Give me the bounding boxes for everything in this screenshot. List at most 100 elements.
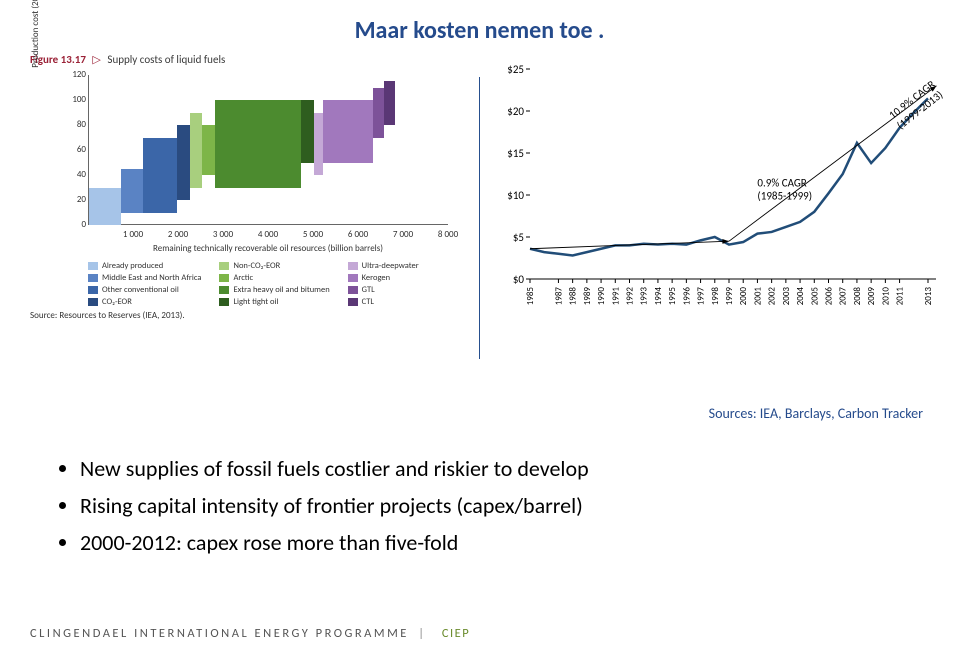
- supply-cost-bar: [373, 88, 384, 138]
- legend-swatch: [88, 298, 98, 306]
- right-chart-axes: $0$5$10$15$20$25198519871988198919901991…: [502, 69, 942, 279]
- left-chart-axes: [88, 75, 448, 225]
- legend-column: Ultra-deepwater Kerogen GTL CTL: [348, 261, 419, 307]
- svg-text:1990: 1990: [597, 287, 608, 306]
- svg-text:1991: 1991: [611, 287, 622, 306]
- svg-text:2003: 2003: [781, 287, 792, 306]
- supply-cost-bar: [121, 169, 144, 213]
- legend-label: Light tight oil: [233, 297, 278, 307]
- svg-text:1993: 1993: [639, 287, 650, 306]
- legend-label: CTL: [362, 297, 374, 307]
- bullet-item: Rising capital intensity of frontier pro…: [80, 489, 929, 522]
- svg-text:1992: 1992: [625, 287, 636, 306]
- left-ytick: 20: [66, 194, 86, 205]
- left-chart-panel: Figure 13.17 ▷ Supply costs of liquid fu…: [30, 49, 467, 379]
- bullet-item: New supplies of fossil fuels costlier an…: [80, 452, 929, 485]
- figure-title: Supply costs of liquid fuels: [107, 53, 225, 66]
- svg-text:2008: 2008: [852, 287, 863, 306]
- legend-swatch: [348, 274, 358, 282]
- legend-item: GTL: [348, 285, 419, 295]
- footer-separator: |: [418, 626, 426, 641]
- right-chart-svg: $0$5$10$15$20$25198519871988198919901991…: [502, 69, 942, 329]
- svg-text:2010: 2010: [881, 287, 892, 306]
- bullet-item: 2000-2012: capex rose more than five-fol…: [80, 526, 929, 559]
- footer-short: CIEP: [442, 626, 470, 641]
- legend-label: Non-CO₂-EOR: [233, 261, 280, 271]
- svg-text:$20: $20: [508, 105, 525, 118]
- figure-caption: Figure 13.17 ▷ Supply costs of liquid fu…: [30, 53, 467, 66]
- supply-cost-bar: [202, 125, 216, 175]
- slide-title: Maar kosten nemen toe .: [30, 16, 929, 45]
- left-ytick: 40: [66, 169, 86, 180]
- svg-text:(1985-1999): (1985-1999): [758, 190, 813, 203]
- svg-text:0.9% CAGR: 0.9% CAGR: [758, 177, 807, 190]
- left-xtick: 3 000: [205, 229, 241, 240]
- charts-row: Figure 13.17 ▷ Supply costs of liquid fu…: [30, 49, 929, 379]
- svg-text:2001: 2001: [753, 287, 764, 306]
- left-ytick: 0: [66, 219, 86, 230]
- left-source-note: Source: Resources to Reserves (IEA, 2013…: [30, 310, 185, 321]
- legend-item: Middle East and North Africa: [88, 273, 201, 283]
- svg-text:1994: 1994: [653, 287, 664, 306]
- legend-swatch: [348, 298, 358, 306]
- legend-label: Arctic: [233, 273, 253, 283]
- legend-item: Other conventional oil: [88, 285, 201, 295]
- legend-item: Already produced: [88, 261, 201, 271]
- supply-cost-bar: [177, 125, 191, 200]
- legend-swatch: [219, 274, 229, 282]
- svg-text:$5: $5: [513, 231, 524, 244]
- supply-cost-bar: [190, 113, 201, 188]
- svg-text:2005: 2005: [810, 287, 821, 306]
- legend-column: Already produced Middle East and North Af…: [88, 261, 201, 307]
- svg-text:1995: 1995: [668, 287, 679, 306]
- legend-swatch: [88, 262, 98, 270]
- legend-column: Non-CO₂-EOR Arctic Extra heavy oil and bit…: [219, 261, 329, 307]
- supply-cost-bar: [314, 113, 323, 176]
- legend-item: Non-CO₂-EOR: [219, 261, 329, 271]
- left-ytick: 120: [66, 69, 86, 80]
- legend-item: Extra heavy oil and bitumen: [219, 285, 329, 295]
- supply-cost-bar: [301, 100, 315, 163]
- vertical-divider: [479, 77, 481, 359]
- legend-label: Already produced: [102, 261, 163, 271]
- legend-swatch: [88, 274, 98, 282]
- legend-swatch: [348, 286, 358, 294]
- legend-item: CTL: [348, 297, 419, 307]
- supply-cost-bar: [89, 188, 121, 226]
- legend-label: Extra heavy oil and bitumen: [233, 285, 329, 295]
- left-xtick: 4 000: [250, 229, 286, 240]
- left-xlabel: Remaining technically recoverable oil re…: [88, 243, 448, 254]
- svg-text:$0: $0: [513, 273, 525, 286]
- svg-text:1987: 1987: [554, 287, 565, 306]
- slide-root: Maar kosten nemen toe . Figure 13.17 ▷ S…: [0, 0, 959, 659]
- footer: CLINGENDAEL INTERNATIONAL ENERGY PROGRAM…: [30, 626, 470, 641]
- legend-label: CO₂-EOR: [102, 297, 132, 307]
- left-xtick: 6 000: [340, 229, 376, 240]
- left-ytick: 80: [66, 119, 86, 130]
- supply-cost-bar: [143, 138, 177, 213]
- legend-item: Ultra-deepwater: [348, 261, 419, 271]
- left-ytick: 100: [66, 94, 86, 105]
- legend-item: Kerogen: [348, 273, 419, 283]
- legend-label: Middle East and North Africa: [102, 273, 201, 283]
- legend-item: Light tight oil: [219, 297, 329, 307]
- sources-line: Sources: IEA, Barclays, Carbon Tracker: [30, 405, 929, 422]
- svg-text:2009: 2009: [867, 287, 878, 306]
- svg-text:1999: 1999: [724, 287, 735, 306]
- legend-swatch: [219, 298, 229, 306]
- supply-cost-bar: [323, 100, 373, 163]
- footer-org: CLINGENDAEL INTERNATIONAL ENERGY PROGRAM…: [30, 626, 409, 641]
- legend-label: GTL: [362, 285, 375, 295]
- svg-text:1988: 1988: [568, 287, 579, 306]
- svg-text:1989: 1989: [582, 287, 593, 306]
- svg-text:$15: $15: [508, 147, 525, 160]
- left-xtick: 1 000: [115, 229, 151, 240]
- legend-item: CO₂-EOR: [88, 297, 201, 307]
- legend-item: Arctic: [219, 273, 329, 283]
- svg-text:2007: 2007: [838, 287, 849, 306]
- left-xtick: 8 000: [430, 229, 466, 240]
- svg-text:2000: 2000: [739, 287, 750, 306]
- svg-text:1998: 1998: [710, 287, 721, 306]
- svg-text:1996: 1996: [682, 287, 693, 306]
- svg-text:2013: 2013: [923, 287, 934, 306]
